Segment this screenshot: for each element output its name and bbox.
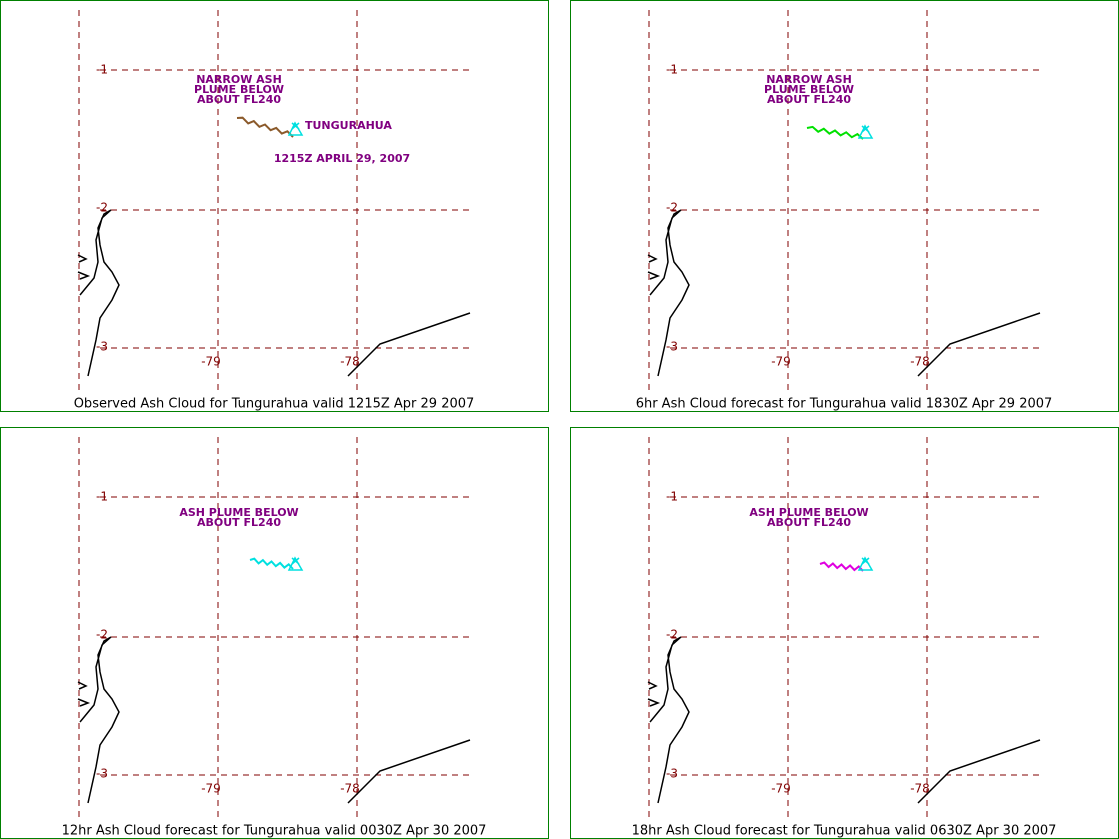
coastline: [647, 254, 661, 280]
lat-label: -1: [666, 63, 678, 77]
border-line: [917, 312, 1041, 377]
lon-label: -78: [340, 782, 360, 796]
coastline: [649, 636, 690, 804]
lon-label: -79: [771, 782, 791, 796]
panel-border: [0, 427, 549, 839]
lat-label: -2: [666, 201, 678, 215]
lat-label: -3: [96, 767, 108, 781]
volcano: [857, 124, 874, 139]
lon-label: -78: [910, 782, 930, 796]
lat-label: -1: [666, 490, 678, 504]
annotation: ABOUT FL240: [197, 516, 281, 529]
volcano: [287, 121, 304, 136]
annotation: PLUME BELOW: [764, 83, 854, 96]
annotation: ABOUT FL240: [767, 516, 851, 529]
coastline: [77, 254, 91, 280]
lat-label: -3: [666, 767, 678, 781]
lat-label: -3: [666, 340, 678, 354]
time-label: 1215Z APRIL 29, 2007: [274, 152, 410, 165]
ash-plume: [249, 557, 294, 570]
lat-label: -3: [96, 340, 108, 354]
lon-label: -79: [201, 355, 221, 369]
lat-label: -2: [96, 628, 108, 642]
lat-label: -1: [96, 490, 108, 504]
coastline: [77, 681, 91, 707]
annotation: ABOUT FL240: [197, 93, 281, 106]
border-line: [347, 739, 471, 804]
caption: 12hr Ash Cloud forecast for Tungurahua v…: [62, 824, 487, 839]
lon-label: -79: [771, 355, 791, 369]
ash-plume: [819, 561, 864, 572]
annotation: ABOUT FL240: [767, 93, 851, 106]
coastline: [79, 636, 120, 804]
caption: 6hr Ash Cloud forecast for Tungurahua va…: [636, 397, 1053, 412]
coastline: [79, 209, 120, 377]
coastline: [647, 681, 661, 707]
annotation: PLUME BELOW: [194, 83, 284, 96]
lon-label: -78: [910, 355, 930, 369]
annotation: ASH PLUME BELOW: [749, 506, 868, 519]
lat-label: -2: [96, 201, 108, 215]
lon-label: -78: [340, 355, 360, 369]
volcano: [857, 556, 874, 571]
annotation: NARROW ASH: [766, 73, 852, 86]
lat-label: -2: [666, 628, 678, 642]
caption: Observed Ash Cloud for Tungurahua valid …: [74, 397, 475, 412]
ash-plume: [236, 116, 294, 138]
border-line: [917, 739, 1041, 804]
volcano: [287, 556, 304, 571]
coastline: [649, 209, 690, 377]
lat-label: -1: [96, 63, 108, 77]
ash-plume: [806, 125, 864, 140]
volcano-label: TUNGURAHUA: [305, 119, 392, 132]
panel-border: [570, 0, 1119, 412]
caption: 18hr Ash Cloud forecast for Tungurahua v…: [632, 824, 1057, 839]
border-line: [347, 312, 471, 377]
annotation: ASH PLUME BELOW: [179, 506, 298, 519]
panel-border: [570, 427, 1119, 839]
panel-border: [0, 0, 549, 412]
lon-label: -79: [201, 782, 221, 796]
annotation: NARROW ASH: [196, 73, 282, 86]
